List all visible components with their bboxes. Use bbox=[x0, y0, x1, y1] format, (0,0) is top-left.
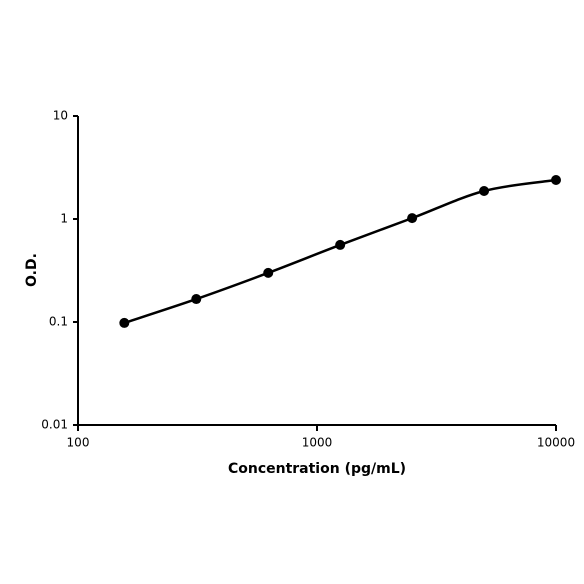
point bbox=[335, 239, 346, 250]
point bbox=[191, 294, 202, 305]
y-axis-label: O.D. bbox=[24, 253, 40, 287]
point bbox=[407, 213, 418, 224]
y-tick-label: 10 bbox=[53, 109, 68, 123]
x-tick-label: 10000 bbox=[537, 436, 575, 450]
point bbox=[551, 175, 561, 186]
point bbox=[263, 267, 274, 278]
x-tick-label: 1000 bbox=[302, 436, 333, 450]
point bbox=[119, 317, 130, 328]
y-tick-label: 0.01 bbox=[41, 418, 68, 432]
y-tick-label: 0.1 bbox=[49, 315, 68, 329]
x-axis-label: Concentration (pg/mL) bbox=[228, 461, 406, 477]
point bbox=[479, 186, 490, 197]
y-tick-label: 1 bbox=[60, 212, 68, 226]
x-tick-label: 100 bbox=[67, 436, 90, 450]
